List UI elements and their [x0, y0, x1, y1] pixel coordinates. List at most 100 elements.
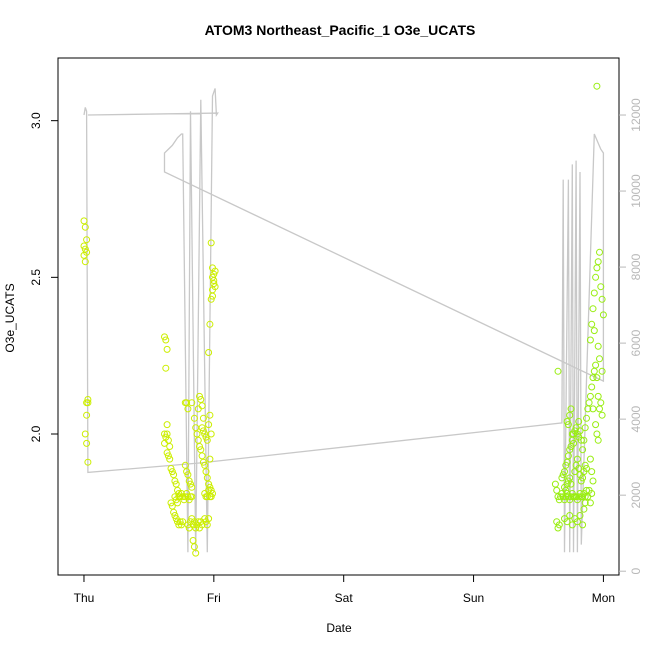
data-point	[563, 480, 571, 488]
data-point	[203, 521, 211, 529]
data-point	[561, 468, 568, 476]
data-point	[588, 320, 596, 328]
data-point	[163, 421, 171, 429]
data-point	[589, 374, 597, 382]
y2-tick-label: 8000	[629, 253, 643, 280]
data-point	[190, 543, 198, 551]
data-point	[206, 320, 214, 328]
y2-tick-label: 10000	[629, 174, 643, 208]
data-point	[586, 336, 594, 344]
data-point	[589, 477, 597, 485]
data-point	[80, 251, 88, 259]
x-tick-label: Sat	[335, 591, 354, 605]
data-point	[80, 217, 88, 225]
data-point	[181, 461, 189, 469]
data-point	[188, 399, 196, 407]
data-point	[581, 424, 589, 432]
data-point	[205, 349, 213, 356]
data-point	[80, 242, 88, 250]
y-axis-label: O3e_UCATS	[3, 283, 17, 352]
data-point	[597, 283, 605, 291]
data-point	[196, 392, 203, 400]
y-tick-label: 3.0	[29, 112, 43, 129]
scatter-points-layer	[80, 82, 607, 557]
data-point	[187, 480, 194, 488]
data-point	[166, 443, 174, 450]
data-point	[167, 499, 175, 507]
y-axis-right: 0 2000 4000 6000 8000 10000 12000	[619, 98, 643, 575]
data-point	[588, 383, 596, 391]
x-tick-label: Sun	[463, 591, 484, 605]
data-point	[209, 490, 216, 497]
data-point	[551, 480, 559, 488]
data-point	[580, 505, 588, 513]
data-point	[577, 477, 585, 485]
data-point	[586, 499, 594, 507]
data-point	[570, 439, 577, 447]
data-point	[184, 405, 192, 413]
data-point	[171, 493, 179, 501]
data-point	[580, 436, 588, 444]
data-point	[562, 461, 570, 469]
data-point	[588, 490, 596, 497]
data-point	[81, 223, 89, 231]
data-point	[201, 515, 209, 523]
data-point	[167, 465, 175, 472]
data-point	[185, 477, 193, 485]
data-point	[563, 518, 571, 526]
data-point	[211, 283, 219, 291]
data-point	[171, 477, 179, 485]
data-point	[590, 367, 598, 375]
data-point	[199, 414, 207, 422]
data-point	[563, 418, 571, 425]
data-point	[203, 474, 211, 482]
data-point	[566, 411, 574, 419]
data-point	[577, 436, 585, 444]
data-point	[206, 411, 214, 419]
data-point	[205, 515, 213, 523]
x-tick-label: Fri	[207, 591, 221, 605]
data-point	[581, 499, 589, 507]
data-point	[596, 355, 603, 363]
data-point	[161, 439, 168, 447]
data-point	[84, 399, 92, 407]
data-point	[566, 512, 574, 519]
data-point	[598, 411, 606, 419]
data-point	[176, 518, 184, 526]
data-point	[583, 465, 590, 472]
data-point	[81, 245, 89, 253]
data-point	[164, 452, 172, 460]
data-point	[166, 455, 174, 463]
data-point	[162, 336, 170, 344]
data-point	[581, 461, 589, 469]
data-point	[172, 480, 180, 488]
data-point	[589, 405, 597, 413]
data-point	[597, 399, 605, 407]
y-axis-left: 2.0 2.5 3.0	[29, 112, 58, 442]
y2-tick-label: 0	[629, 568, 643, 575]
data-point	[83, 439, 91, 447]
data-point	[198, 402, 206, 410]
data-point	[192, 524, 200, 532]
data-point	[586, 392, 594, 400]
x-axis-label: Date	[326, 621, 352, 635]
data-point	[598, 295, 606, 303]
chart-title: ATOM3 Northeast_Pacific_1 O3e_UCATS	[205, 22, 476, 38]
y2-tick-label: 2000	[629, 481, 643, 508]
data-point	[594, 342, 602, 350]
data-point	[194, 405, 202, 413]
data-point	[198, 424, 206, 432]
data-point	[170, 471, 178, 479]
data-point	[592, 361, 600, 369]
data-point	[575, 418, 583, 425]
data-point	[192, 549, 200, 557]
y2-tick-label: 12000	[629, 98, 643, 132]
data-point	[81, 430, 89, 438]
data-point	[592, 421, 600, 429]
data-point	[193, 430, 201, 438]
data-point	[554, 367, 562, 375]
data-point	[201, 461, 209, 469]
data-point	[184, 493, 192, 501]
data-point	[563, 458, 571, 466]
data-point	[203, 436, 211, 444]
